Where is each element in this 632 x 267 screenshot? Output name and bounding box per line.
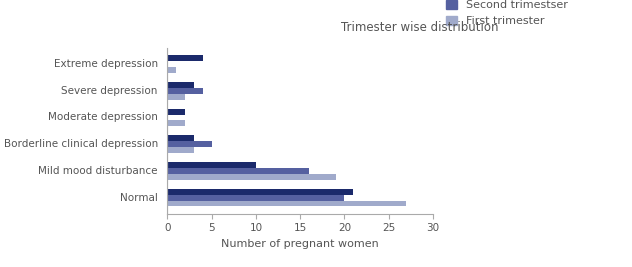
Bar (167, 147, 194, 153)
Bar (167, 120, 185, 126)
X-axis label: Number of pregnant women: Number of pregnant women (221, 239, 379, 249)
Legend: Third trimester, Second trimestser, First trimester: Third trimester, Second trimestser, Firs… (441, 0, 572, 30)
Bar (167, 162, 256, 168)
Bar (167, 109, 185, 115)
Bar (167, 168, 309, 174)
Bar (167, 67, 176, 73)
Text: Trimester wise distribution: Trimester wise distribution (341, 21, 499, 34)
Bar (167, 201, 406, 206)
Bar (167, 88, 203, 94)
Bar (167, 135, 194, 141)
Bar (167, 82, 194, 88)
Bar (167, 189, 353, 195)
Bar (167, 174, 336, 180)
Bar (167, 55, 203, 61)
Bar (167, 141, 212, 147)
Bar (167, 94, 185, 100)
Bar (167, 195, 344, 201)
